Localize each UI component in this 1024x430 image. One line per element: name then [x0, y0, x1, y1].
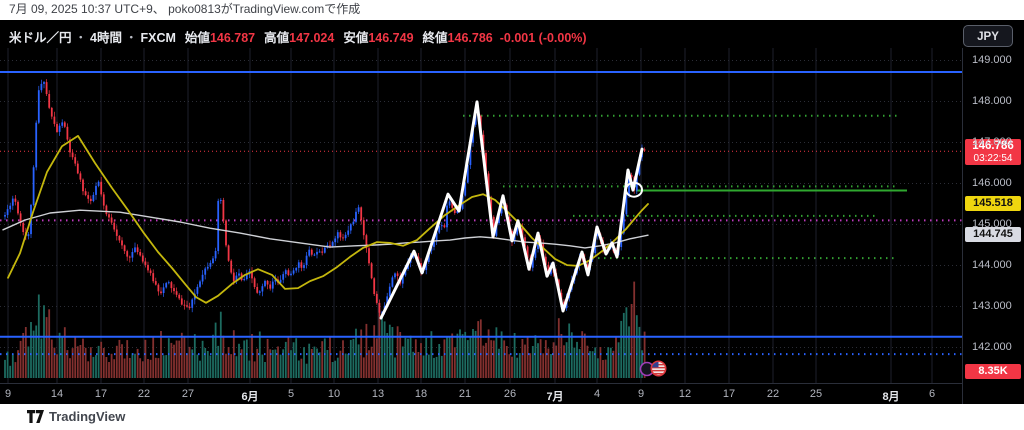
price-axis-label: 146.000: [972, 177, 1012, 189]
time-axis-label: 27: [181, 388, 195, 400]
time-axis-label: 9: [4, 388, 12, 400]
price-axis-label: 143.000: [972, 300, 1012, 312]
time-axis-label: 21: [458, 388, 472, 400]
time-axis-label: 4: [593, 388, 601, 400]
time-axis-label: 26: [503, 388, 517, 400]
time-axis-label: 8月: [882, 391, 900, 403]
ohlc-value: 146.787: [209, 31, 256, 45]
time-axis-label: 9: [637, 388, 645, 400]
ma-slow-value-badge: 144.745: [965, 227, 1021, 242]
time-axis-label: 12: [678, 388, 692, 400]
tradingview-attribution[interactable]: TradingView: [27, 409, 125, 424]
time-axis-label: 5: [287, 388, 295, 400]
interval-label: 4時間: [90, 31, 122, 45]
time-axis-label: 7月: [546, 391, 564, 403]
snapshot-meta-text: 7月 09, 2025 10:37 UTC+9、 poko0813がTradin…: [0, 0, 1024, 20]
time-axis-scale[interactable]: 9 14 17 22 27 6月 5 10 13 18 21 26 7月 4 9 12 17 22 25 8月 6: [0, 383, 962, 404]
time-axis-label: 18: [414, 388, 428, 400]
time-axis-label: 14: [50, 388, 64, 400]
separator-dot: ・: [74, 31, 88, 45]
ohlc-values: 始値146.787 高値147.024 安値146.749 終値146.786: [176, 31, 493, 45]
time-axis-label: 17: [94, 388, 108, 400]
bar-countdown-timer: 03:22:54: [973, 153, 1013, 165]
separator-dot: ・: [124, 31, 138, 45]
price-axis-scale[interactable]: 146.786 03:22:54 145.518 144.745 8.35K 1…: [962, 48, 1024, 404]
time-axis-label: 10: [327, 388, 341, 400]
price-axis-label: 142.000: [972, 341, 1012, 353]
time-axis-label: 6: [928, 388, 936, 400]
symbol-header: 米ドル／円・ 4時間・ FXCM 始値146.787 高値147.024 安値146.74…: [9, 27, 587, 45]
ohlc-label: 安値: [343, 31, 369, 45]
price-axis-label: 148.000: [972, 95, 1012, 107]
price-axis-label: 149.000: [972, 54, 1012, 66]
time-axis-label: 6月: [241, 391, 259, 403]
ohlc-label: 終値: [422, 31, 448, 45]
ohlc-value: 147.024: [289, 31, 335, 45]
exchange-label: FXCM: [140, 31, 176, 45]
ohlc-label: 始値: [184, 31, 210, 45]
last-price-value: 146.786: [972, 140, 1014, 153]
time-axis-label: 22: [137, 388, 151, 400]
symbol-title: 米ドル／円: [9, 31, 72, 45]
time-axis-label: 13: [371, 388, 385, 400]
price-chart-canvas[interactable]: [0, 48, 962, 383]
ohlc-value: 146.749: [368, 31, 414, 45]
last-price-badge: 146.786 03:22:54: [965, 139, 1021, 166]
chart-svg: [0, 48, 962, 383]
footer-strip: TradingView: [0, 404, 1024, 430]
volume-value-badge: 8.35K: [965, 364, 1021, 379]
ohlc-value: 146.786: [447, 31, 493, 45]
price-axis-label: 144.000: [972, 259, 1012, 271]
change-value: -0.001 (-0.00%): [499, 31, 587, 45]
tradingview-logo-icon: [27, 410, 44, 423]
price-axis-label: 145.000: [972, 218, 1012, 230]
ohlc-label: 高値: [264, 31, 290, 45]
time-axis-label: 25: [809, 388, 823, 400]
time-axis-label: 17: [722, 388, 736, 400]
tradingview-logo-text: TradingView: [49, 409, 126, 424]
time-axis-label: 22: [766, 388, 780, 400]
ma-fast-value-badge: 145.518: [965, 196, 1021, 211]
chart-shell: 米ドル／円・ 4時間・ FXCM 始値146.787 高値147.024 安値146.74…: [0, 20, 1024, 404]
price-axis-label: 147.000: [972, 136, 1012, 148]
currency-unit-button[interactable]: JPY: [963, 25, 1013, 47]
